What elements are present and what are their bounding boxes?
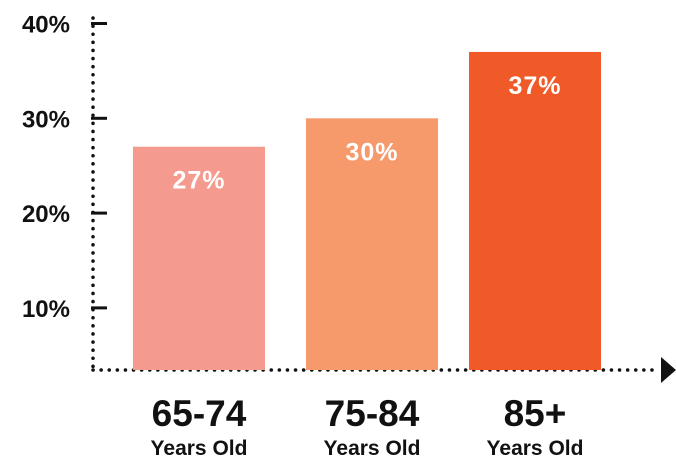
bar — [133, 146, 265, 370]
y-tick-label: 30% — [22, 106, 70, 133]
x-category-label: 75-84 — [325, 393, 420, 434]
bar — [469, 51, 601, 370]
x-axis-arrow-icon — [661, 357, 676, 383]
x-tick-labels: 65-74 Years Old 75-84 Years Old 85+ Years Old — [151, 393, 584, 460]
bars: 27% 30% 37% — [133, 51, 601, 370]
y-ticks: 10% 20% 30% 40% — [22, 12, 107, 323]
bar — [306, 118, 438, 370]
x-category-sublabel: Years Old — [324, 437, 421, 460]
bar-data-label: 27% — [172, 167, 225, 195]
bar-data-label: 30% — [345, 138, 398, 166]
x-category-label: 85+ — [504, 393, 567, 434]
x-category-sublabel: Years Old — [151, 437, 248, 460]
y-tick-label: 40% — [22, 12, 70, 39]
x-category-sublabel: Years Old — [487, 437, 584, 460]
bar-data-label: 37% — [508, 72, 561, 100]
x-category-label: 65-74 — [152, 393, 247, 434]
y-tick-label: 20% — [22, 201, 70, 228]
y-tick-label: 10% — [22, 296, 70, 323]
